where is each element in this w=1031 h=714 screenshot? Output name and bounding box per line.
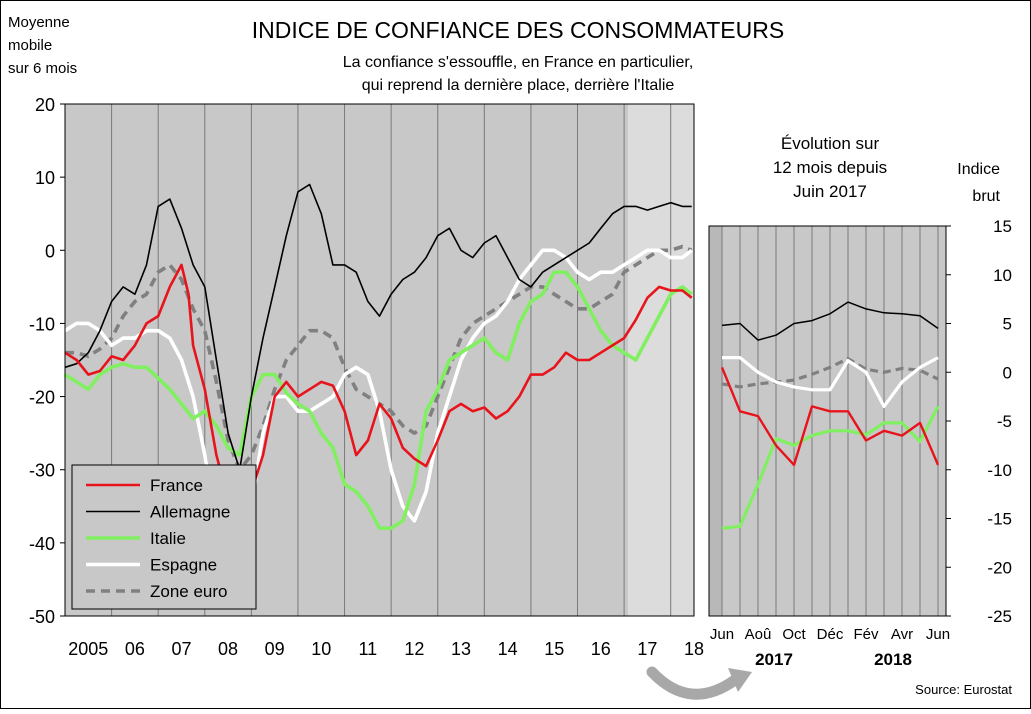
main-y-tick-labels: 20 10 0 -10 -20 -30 -40 -50 [29, 95, 65, 627]
panel2-y-tick-labels: 15 10 5 0 -5 -10 -15 -20 -25 [946, 217, 1012, 626]
left-axis-label-line1: Moyenne [8, 14, 70, 31]
main-xtick-label: 18 [684, 639, 704, 659]
chart-subtitle-line2: qui reprend la dernière place, derrière … [362, 77, 675, 94]
main-xtick-label: 13 [451, 639, 471, 659]
main-xtick-label: 09 [265, 639, 285, 659]
panel2-shaded-band [709, 226, 722, 616]
main-plot-series [64, 183, 693, 589]
main-ytick-label: 0 [45, 241, 55, 261]
panel2-x-tick-labels: Jun Aoû Oct Déc Fév Avr Jun [710, 626, 950, 643]
main-ytick-label: 10 [35, 168, 55, 188]
main-series-line-italie [64, 270, 693, 530]
main-ytick-label: -50 [29, 607, 55, 627]
panel2-xtick-label: Jun [926, 626, 950, 643]
main-xtick-label: 15 [544, 639, 564, 659]
legend-label-france: France [150, 476, 203, 495]
panel2-ytick-label: -20 [987, 558, 1012, 577]
main-ytick-label: -30 [29, 461, 55, 481]
source-note: Source: Eurostat [915, 682, 1012, 697]
panel2-xtick-label: Jun [710, 626, 734, 643]
panel2-xtick-label: Déc [817, 626, 844, 643]
main-plot-border [64, 103, 695, 617]
legend-label-italie: Italie [150, 529, 186, 548]
panel2-title-line3: Juin 2017 [793, 182, 867, 201]
panel2-plot-area [708, 225, 947, 617]
main-xtick-label: 07 [171, 639, 191, 659]
chart-title: INDICE DE CONFIANCE DES CONSOMMATEURS [252, 17, 784, 43]
main-ytick-label: -10 [29, 314, 55, 334]
panel2-plot-border [708, 225, 947, 617]
main-series-line-espagne [64, 248, 693, 589]
main-x-tick-labels: 2005 06 07 08 09 10 11 12 13 14 15 16 17 18 [68, 639, 704, 659]
main-xtick-label: 06 [125, 639, 145, 659]
panel2-ytick-label: 5 [1003, 315, 1012, 334]
panel2-series [720, 301, 940, 530]
panel2-ytick-label: 0 [1003, 363, 1012, 382]
chart-subtitle-line1: La confiance s'essouffle, en France en p… [343, 54, 694, 71]
main-series-line-france [64, 263, 693, 501]
shaded-period-2017-2018 [628, 104, 694, 616]
panel2-series-line-zone-euro [721, 357, 939, 389]
main-xtick-label: 16 [591, 639, 611, 659]
main-ytick-label: -20 [29, 388, 55, 408]
panel2-series-line-italie [721, 405, 940, 530]
left-axis-label-line2: mobile [8, 37, 52, 54]
panel2-series-line-france [720, 366, 940, 467]
right-axis-label-line1: Indice [957, 161, 1000, 178]
panel2-ytick-label: -15 [987, 510, 1012, 529]
main-ytick-label: -40 [29, 534, 55, 554]
right-axis-label-line2: brut [972, 188, 1000, 205]
main-xtick-label: 12 [404, 639, 424, 659]
panel2-title-line2: 12 mois depuis [773, 158, 887, 177]
panel2-xtick-label: Avr [891, 626, 913, 643]
panel2-year-label-2017: 2017 [755, 650, 793, 669]
panel2-ytick-label: 15 [993, 217, 1012, 236]
panel2-ytick-label: -25 [987, 607, 1012, 626]
panel2-year-label-2018: 2018 [874, 650, 912, 669]
main-ytick-label: 20 [35, 95, 55, 115]
legend-label-zone-euro: Zone euro [150, 582, 228, 601]
panel2-title-line1: Évolution sur [781, 134, 880, 153]
main-xtick-label: 14 [498, 639, 518, 659]
left-axis-label-line3: sur 6 mois [8, 60, 77, 77]
panel2-ytick-label: -10 [987, 461, 1012, 480]
main-xtick-label: 10 [311, 639, 331, 659]
panel2-series-line-allemagne [721, 301, 939, 341]
panel2-series-line-espagne [722, 356, 939, 408]
panel2-gridlines [709, 226, 939, 616]
main-xtick-label: 08 [218, 639, 238, 659]
main-xtick-label: 2005 [68, 639, 108, 659]
legend: France Allemagne Italie Espagne Zone euro [71, 464, 257, 610]
legend-label-allemagne: Allemagne [150, 503, 230, 522]
panel2-xtick-label: Oct [782, 626, 806, 643]
legend-label-espagne: Espagne [150, 556, 217, 575]
panel2-xtick-label: Fév [853, 626, 879, 643]
curved-arrow-icon [646, 666, 752, 700]
panel2-ytick-label: -5 [997, 412, 1012, 431]
panel2-xtick-label: Aoû [745, 626, 772, 643]
main-series-line-allemagne [64, 183, 692, 471]
main-xtick-label: 17 [637, 639, 657, 659]
panel2-ytick-label: 10 [993, 266, 1012, 285]
main-xtick-label: 11 [359, 639, 378, 659]
